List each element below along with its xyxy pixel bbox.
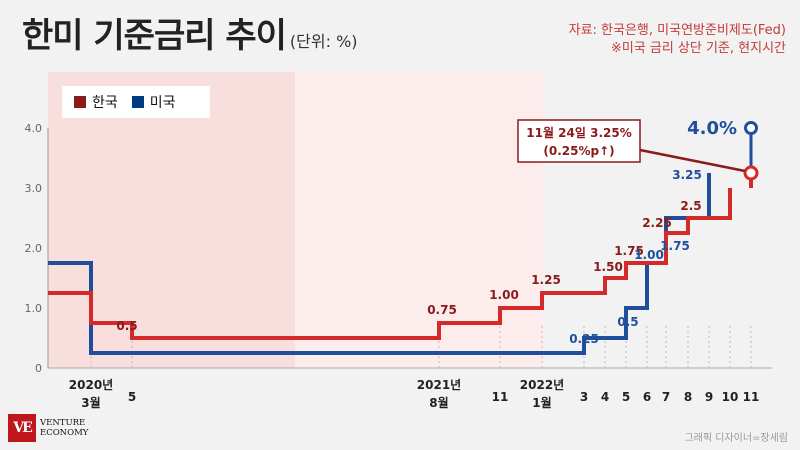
data-label-korea: 0.75 (427, 303, 457, 317)
x-tick-label: 5 (128, 390, 136, 404)
page-title: 한미 기준금리 추이 (단위: %) (22, 8, 358, 57)
series-line-korea (48, 188, 732, 340)
title-text: 한미 기준금리 추이 (22, 16, 287, 56)
annotation-box (517, 119, 641, 163)
logo-wordmark: VENTURE ECONOMY (40, 418, 88, 438)
data-label-usa: 0.25 (569, 332, 599, 346)
x-tick-label: 2020년 (69, 378, 113, 392)
y-tick-label: 1.0 (25, 302, 43, 315)
data-label-korea: 1.00 (489, 288, 519, 302)
graphic-credit: 그래픽 디자이너=장세림 (684, 433, 788, 444)
logo-line-2: ECONOMY (40, 428, 89, 438)
logo-mark: VE (8, 414, 36, 442)
x-tick-label: 2021년 (417, 378, 461, 392)
legend-label-usa: 미국 (149, 95, 176, 111)
x-tick-label: 8월 (429, 395, 448, 410)
x-tick-label: 9 (705, 390, 713, 404)
endpoint-marker-usa (744, 121, 758, 135)
x-tick-label: 11 (743, 390, 760, 404)
chart-legend: 한국 미국 (62, 86, 210, 118)
data-label-korea: 1.25 (531, 273, 561, 287)
annotation-line-2: (0.25%p↑) (543, 144, 614, 158)
legend-swatch-usa (131, 96, 144, 108)
legend-item-usa: 미국 (131, 92, 176, 112)
x-tick-label: 5 (622, 390, 630, 404)
x-tick-label: 3월 (81, 395, 100, 410)
source-line-2: ※미국 금리 상단 기준, 현지시간 (610, 41, 786, 56)
x-tick-label: 1월 (532, 395, 551, 410)
x-tick-label: 8 (684, 390, 692, 404)
data-label-usa: 0.5 (617, 315, 638, 329)
x-tick-label: 10 (722, 390, 739, 404)
y-tick-label: 2.0 (25, 242, 43, 255)
x-tick-label: 3 (580, 390, 588, 404)
source-line-1: 자료: 한국은행, 미국연방준비제도(Fed) (568, 23, 786, 38)
legend-item-korea: 한국 (74, 92, 118, 112)
y-tick-label: 4.0 (25, 122, 43, 135)
x-tick-label: 6 (643, 390, 651, 404)
x-tick-label: 2022년 (520, 378, 564, 392)
unit-label: (단위: %) (289, 32, 358, 51)
data-label-korea: 2.5 (680, 199, 701, 213)
shade-band-followup (295, 72, 543, 368)
data-label-usa-latest: 4.0% (687, 118, 737, 139)
y-tick-label: 0 (35, 362, 42, 375)
data-label-korea: 0.5 (116, 319, 137, 333)
data-label-korea: 1.50 (593, 260, 623, 274)
publisher-logo: VE VENTURE ECONOMY (8, 414, 88, 442)
data-label-usa: 1.75 (660, 239, 690, 253)
logo-line-1: VENTURE (40, 418, 86, 428)
data-label-korea: 1.75 (614, 244, 644, 258)
data-label-korea: 2.25 (642, 216, 672, 230)
x-tick-label: 11 (492, 390, 509, 404)
x-tick-label: 7 (662, 390, 670, 404)
annotation-line-1: 11월 24일 3.25% (526, 125, 631, 140)
series-line-usa (48, 173, 711, 355)
annotation-leader-line (639, 148, 746, 173)
data-label-usa: 1.00 (634, 248, 664, 262)
data-label-usa: 3.25 (672, 168, 702, 182)
legend-swatch-korea (74, 96, 86, 108)
legend-label-korea: 한국 (92, 95, 118, 111)
x-tick-label: 4 (601, 390, 609, 404)
y-tick-label: 3.0 (25, 182, 43, 195)
source-note: 자료: 한국은행, 미국연방준비제도(Fed) ※미국 금리 상단 기준, 현지… (569, 22, 786, 58)
endpoint-marker-korea (743, 165, 759, 181)
